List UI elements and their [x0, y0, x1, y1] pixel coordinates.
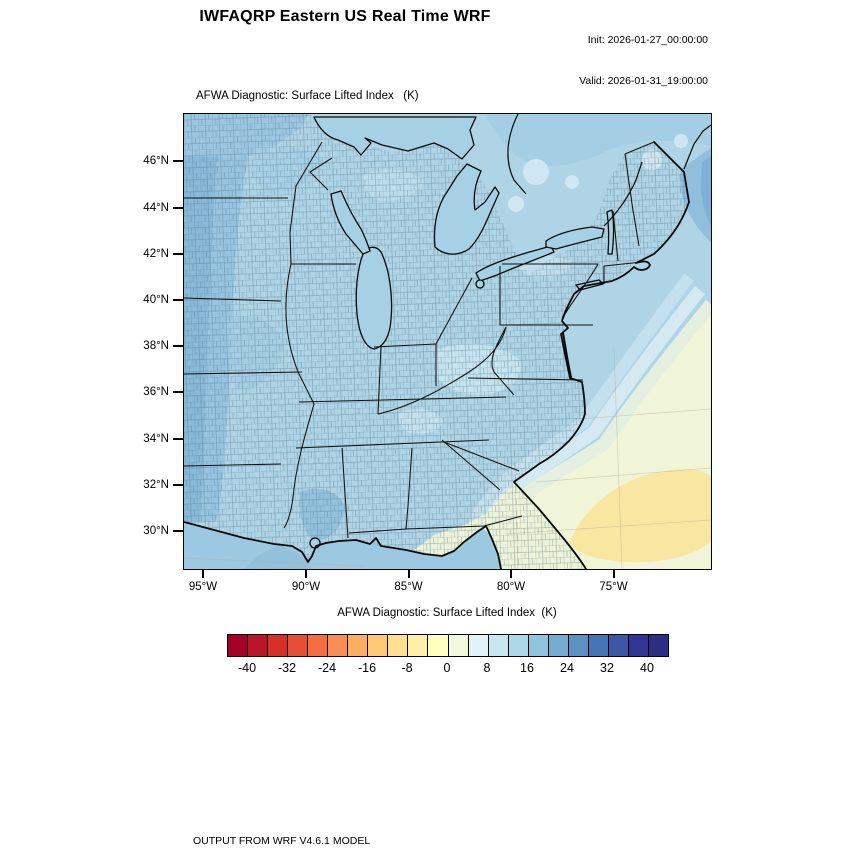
lon-tick-label: 75°W — [599, 581, 628, 593]
lat-tick — [173, 345, 183, 347]
colorbar-cell — [248, 635, 269, 656]
valid-time: Valid: 2026-01-31_19:00:00 — [579, 74, 708, 87]
colorbar-cells — [227, 634, 669, 657]
map-frame: 46°N 44°N 42°N 40°N 38°N 36°N 34°N 32°N 30°N 95°W… — [143, 113, 712, 593]
lat-tick-label: 30°N — [143, 524, 169, 537]
lat-tick — [173, 437, 183, 440]
colorbar-cell — [328, 635, 349, 656]
colorbar-cell — [228, 635, 249, 656]
footer: OUTPUT FROM WRF V4.6.1 MODEL WE = 310 ; … — [193, 806, 606, 850]
colorbar-tick-label: 32 — [600, 661, 614, 675]
lat-tick-label: 40°N — [143, 293, 169, 306]
lon-tick-label: 95°W — [188, 581, 218, 593]
colorbar-tick-label: 0 — [443, 661, 451, 675]
colorbar-cell — [448, 635, 469, 656]
lat-tick-label: 34°N — [143, 432, 169, 445]
lon-tick — [612, 570, 615, 578]
colorbar-tick-label: 8 — [483, 661, 491, 675]
lat-tick-label: 46°N — [143, 154, 169, 167]
lon-tick — [202, 570, 205, 578]
page-title: IWFAQRP Eastern US Real Time WRF — [199, 8, 491, 25]
colorbar-title: AFWA Diagnostic: Surface Lifted Index (K… — [337, 607, 557, 619]
colorbar-cell — [628, 635, 649, 656]
run-times: Init: 2026-01-27_00:00:00 Valid: 2026-01… — [579, 7, 708, 115]
field-title: AFWA Diagnostic: Surface Lifted Index (K… — [196, 90, 419, 102]
colorbar-cell — [308, 635, 329, 656]
lake-superior — [313, 116, 477, 160]
colorbar-cell — [528, 635, 549, 656]
colorbar-tick-label: 40 — [640, 661, 654, 675]
colorbar-tick-label: -24 — [317, 661, 337, 675]
lat-tick — [173, 529, 183, 532]
state-borders — [184, 141, 655, 539]
colorbar-cell — [608, 635, 629, 656]
lat-tick — [173, 252, 183, 255]
coastline — [184, 141, 690, 569]
colorbar-cell — [468, 635, 489, 656]
colorbar-cell — [508, 635, 529, 656]
lake-ontario — [545, 226, 605, 250]
colorbar-cell — [548, 635, 569, 656]
great-lakes — [309, 116, 615, 549]
lat-tick — [173, 391, 183, 393]
colorbar-cell — [388, 635, 409, 656]
lake-huron — [433, 163, 500, 255]
lon-tick — [305, 570, 307, 578]
colorbar-cell — [568, 635, 589, 656]
colorbar-labels: -40 -32 -24 -16 -8 0 8 16 24 32 40 — [227, 661, 667, 677]
footer-line1: OUTPUT FROM WRF V4.6.1 MODEL — [193, 835, 371, 847]
lon-tick — [510, 570, 512, 578]
lon-tick-label: 80°W — [496, 581, 526, 593]
lat-tick-label: 38°N — [143, 339, 169, 352]
colorbar-cell — [588, 635, 609, 656]
lon-tick-label: 90°W — [291, 581, 321, 593]
lake-st-clair — [475, 279, 485, 289]
colorbar-cell — [268, 635, 289, 656]
colorbar-cell — [368, 635, 389, 656]
lat-tick — [173, 483, 183, 486]
colorbar-tick-label: -32 — [277, 661, 297, 675]
lat-tick-label: 32°N — [143, 478, 169, 491]
lon-tick-label: 85°W — [394, 581, 423, 593]
map-svg — [184, 114, 711, 569]
lat-tick — [173, 299, 183, 301]
colorbar-tick-label: -16 — [357, 661, 377, 675]
colorbar-tick-label: 16 — [520, 661, 534, 675]
chesapeake-bay — [562, 332, 572, 378]
colorbar-cell — [648, 635, 669, 656]
init-time: Init: 2026-01-27_00:00:00 — [587, 34, 708, 46]
green-bay — [330, 190, 371, 255]
colorbar-cell — [348, 635, 369, 656]
colorbar-cell — [408, 635, 429, 656]
lat-tick — [173, 206, 183, 209]
colorbar-cell — [288, 635, 309, 656]
lat-tick-label: 44°N — [143, 201, 169, 214]
long-island — [575, 279, 604, 291]
colorbar-cell — [488, 635, 509, 656]
canada-borders — [507, 114, 711, 227]
colorbar-cell — [428, 635, 449, 656]
colorbar-tick-label: 24 — [560, 661, 574, 675]
lat-tick — [173, 160, 183, 162]
lat-tick-label: 36°N — [143, 385, 169, 398]
lat-tick-label: 42°N — [143, 247, 169, 260]
colorbar-tick-label: -8 — [401, 661, 413, 675]
colorbar-tick-label: -40 — [237, 661, 257, 675]
lon-tick — [407, 570, 410, 578]
